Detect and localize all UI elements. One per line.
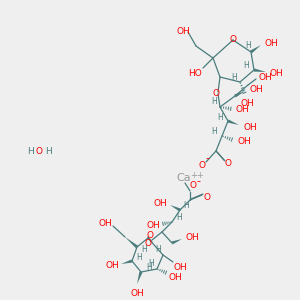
Text: OH: OH xyxy=(168,272,182,281)
Text: O: O xyxy=(145,238,152,247)
Text: H: H xyxy=(211,98,217,106)
Text: OH: OH xyxy=(264,38,278,47)
Text: OH: OH xyxy=(146,220,160,230)
Text: H: H xyxy=(141,245,147,254)
Text: O: O xyxy=(230,35,236,44)
Text: H: H xyxy=(155,244,161,253)
Text: OH: OH xyxy=(130,290,144,298)
Text: H: H xyxy=(217,112,223,122)
Text: O: O xyxy=(35,148,43,157)
Text: O: O xyxy=(212,88,220,98)
Text: HO: HO xyxy=(188,70,202,79)
Text: H: H xyxy=(211,128,217,136)
Text: O: O xyxy=(203,193,211,202)
Text: H: H xyxy=(136,254,142,262)
Polygon shape xyxy=(250,45,261,53)
Text: H: H xyxy=(243,61,249,70)
Text: -: - xyxy=(205,153,209,163)
Polygon shape xyxy=(227,119,239,125)
Text: H: H xyxy=(183,200,189,209)
Text: OH: OH xyxy=(98,218,112,227)
Polygon shape xyxy=(137,272,142,284)
Text: OH: OH xyxy=(235,106,249,115)
Text: -: - xyxy=(196,176,200,186)
Text: H: H xyxy=(245,40,251,50)
Text: H: H xyxy=(45,148,51,157)
Polygon shape xyxy=(234,91,245,98)
Text: H: H xyxy=(148,259,154,268)
Text: H: H xyxy=(176,214,182,223)
Text: OH: OH xyxy=(237,137,251,146)
Text: OH: OH xyxy=(243,122,257,131)
Text: OH: OH xyxy=(249,85,263,94)
Polygon shape xyxy=(121,260,132,264)
Text: H: H xyxy=(146,263,152,272)
Text: H: H xyxy=(27,148,33,157)
Text: O: O xyxy=(224,158,232,167)
Text: O: O xyxy=(146,232,154,241)
Text: ++: ++ xyxy=(190,170,204,179)
Text: OH: OH xyxy=(269,68,283,77)
Text: O: O xyxy=(190,182,196,190)
Text: O: O xyxy=(199,160,206,169)
Polygon shape xyxy=(171,239,182,244)
Text: Ca: Ca xyxy=(177,173,191,183)
Text: OH: OH xyxy=(176,28,190,37)
Text: OH: OH xyxy=(173,262,187,272)
Text: OH: OH xyxy=(240,98,254,107)
Polygon shape xyxy=(254,68,266,72)
Polygon shape xyxy=(170,205,181,211)
Text: H: H xyxy=(231,73,237,82)
Text: OH: OH xyxy=(185,232,199,242)
Text: OH: OH xyxy=(153,199,167,208)
Polygon shape xyxy=(125,237,138,248)
Text: OH: OH xyxy=(258,73,272,82)
Text: OH: OH xyxy=(105,260,119,269)
